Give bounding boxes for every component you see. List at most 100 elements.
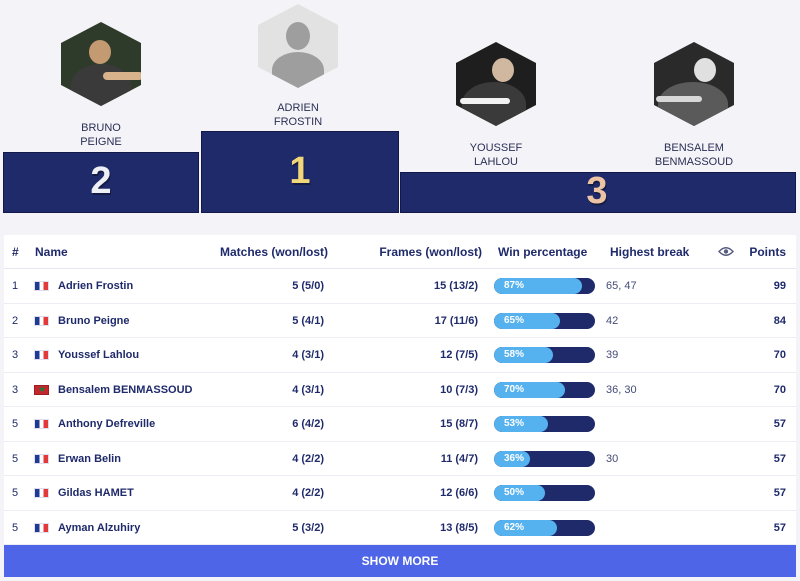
row-rank: 5 (12, 521, 19, 534)
flag-france-icon (34, 419, 49, 429)
flag-france-icon (34, 281, 49, 291)
win-percentage-fill (494, 381, 565, 398)
row-matches: 4 (3/1) (292, 383, 324, 396)
flag-france-icon (34, 453, 49, 464)
win-percentage-fill (494, 347, 553, 363)
row-rank: 3 (12, 383, 19, 396)
row-points: 57 (773, 452, 786, 465)
table-row[interactable]: 5 Gildas HAMET 4 (2/2) 12 (6/6) 50% 57 (4, 476, 796, 511)
header-matches[interactable]: Matches (won/lost) (219, 245, 328, 259)
row-rank: 1 (12, 280, 19, 292)
row-matches: 4 (2/2) (292, 487, 324, 499)
row-highest-break: 65, 47 (606, 280, 637, 292)
table-row[interactable]: 5 Anthony Defreville 6 (4/2) 15 (8/7) 53… (4, 407, 796, 442)
win-percentage-bar: 87% (494, 278, 595, 294)
row-rank: 5 (12, 418, 19, 430)
row-frames: 17 (11/6) (434, 314, 478, 327)
header-win-percentage[interactable]: Win percentage (498, 245, 588, 259)
player-photo-bensalem-benmassoud[interactable] (654, 42, 734, 126)
row-rank: 5 (12, 452, 19, 465)
podium-rank-first: 1 (289, 150, 311, 192)
row-matches: 6 (4/2) (292, 418, 324, 430)
row-player-name[interactable]: Gildas HAMET (58, 487, 134, 499)
table-row[interactable]: 5 Ayman Alzuhiry 5 (3/2) 13 (8/5) 62% 57 (4, 511, 796, 545)
header-rank: # (12, 245, 19, 259)
table-row[interactable]: 2 Bruno Peigne 5 (4/1) 17 (11/6) 65% 42 … (4, 304, 796, 338)
row-frames: 10 (7/3) (440, 383, 478, 396)
podium: BRUNO PEIGNE ADRIEN FROSTIN YOUSSEF LAHL… (0, 0, 800, 215)
eye-icon[interactable] (718, 246, 734, 257)
header-frames[interactable]: Frames (won/lost) (379, 245, 482, 259)
player-photo-bruno-peigne[interactable] (61, 22, 141, 106)
row-highest-break: 30 (606, 452, 619, 465)
row-frames: 13 (8/5) (440, 521, 478, 534)
header-highest-break[interactable]: Highest break (610, 245, 690, 259)
row-frames: 12 (7/5) (440, 349, 478, 361)
row-highest-break: 42 (606, 314, 619, 327)
header-points[interactable]: Points (749, 245, 786, 259)
win-percentage-label: 58% (504, 349, 525, 360)
win-percentage-fill (494, 416, 548, 432)
row-player-name[interactable]: Youssef Lahlou (58, 349, 140, 361)
win-percentage-bar: 62% (494, 519, 595, 536)
row-player-name[interactable]: Ayman Alzuhiry (58, 521, 141, 534)
row-matches: 5 (5/0) (292, 280, 324, 292)
win-percentage-fill (494, 312, 560, 329)
win-percentage-label: 50% (504, 487, 525, 498)
win-percentage-fill (494, 278, 582, 294)
flag-france-icon (34, 522, 49, 533)
podium-step-third (400, 172, 796, 213)
flag-france-icon (34, 350, 49, 360)
win-percentage-bar: 36% (494, 450, 595, 467)
row-points: 84 (773, 314, 786, 327)
win-percentage-bar: 58% (494, 347, 595, 363)
flag-morocco-icon (34, 384, 49, 395)
row-frames: 15 (13/2) (433, 280, 478, 292)
win-percentage-fill (494, 450, 531, 467)
header-name[interactable]: Name (35, 245, 68, 259)
win-percentage-label: 36% (504, 452, 525, 464)
podium-rank-second: 2 (90, 160, 112, 202)
row-highest-break: 36, 30 (606, 383, 637, 396)
row-player-name[interactable]: Bensalem BENMASSOUD (58, 383, 193, 396)
win-percentage-label: 70% (504, 383, 525, 395)
flag-france-icon (34, 488, 49, 498)
row-matches: 5 (4/1) (292, 314, 324, 327)
row-points: 70 (773, 349, 786, 361)
win-percentage-bar: 50% (494, 485, 595, 501)
podium-rank-third: 3 (586, 170, 608, 212)
table-row[interactable]: 1 Adrien Frostin 5 (5/0) 15 (13/2) 87% 6… (4, 269, 796, 304)
podium-first-name: ADRIEN FROSTIN (273, 102, 323, 128)
row-player-name[interactable]: Anthony Defreville (58, 418, 156, 430)
row-points: 70 (773, 383, 786, 396)
row-points: 57 (773, 521, 786, 534)
row-points: 57 (773, 487, 786, 499)
row-highest-break: 39 (606, 349, 619, 361)
player-photo-placeholder-adrien-frostin[interactable] (258, 4, 338, 88)
row-matches: 5 (3/2) (292, 521, 324, 534)
row-matches: 4 (3/1) (292, 349, 324, 361)
win-percentage-label: 53% (504, 418, 525, 429)
row-player-name[interactable]: Erwan Belin (58, 452, 121, 465)
row-matches: 4 (2/2) (292, 452, 324, 465)
win-percentage-bar: 53% (494, 416, 595, 432)
row-points: 57 (773, 418, 786, 430)
win-percentage-bar: 70% (494, 381, 595, 398)
ranking-table: # Name Matches (won/lost) Frames (won/lo… (4, 235, 796, 545)
table-row[interactable]: 3 Youssef Lahlou 4 (3/1) 12 (7/5) 58% 39… (4, 338, 796, 373)
podium-third-a-name: YOUSSEF LAHLOU (469, 142, 523, 168)
row-rank: 5 (12, 487, 19, 499)
table-row[interactable]: 3 Bensalem BENMASSOUD 4 (3/1) 10 (7/3) 7… (4, 373, 796, 407)
show-more-button[interactable]: SHOW MORE (4, 545, 796, 577)
podium-second-name: BRUNO PEIGNE (80, 122, 122, 148)
row-rank: 2 (12, 314, 19, 327)
row-frames: 15 (8/7) (440, 418, 478, 430)
win-percentage-label: 87% (504, 280, 525, 291)
row-frames: 12 (6/6) (440, 487, 478, 499)
player-photo-youssef-lahlou[interactable] (456, 42, 536, 126)
row-frames: 11 (4/7) (440, 452, 478, 465)
row-player-name[interactable]: Bruno Peigne (58, 314, 130, 327)
win-percentage-label: 62% (504, 521, 525, 533)
table-row[interactable]: 5 Erwan Belin 4 (2/2) 11 (4/7) 36% 30 57 (4, 442, 796, 476)
row-player-name[interactable]: Adrien Frostin (58, 280, 134, 292)
